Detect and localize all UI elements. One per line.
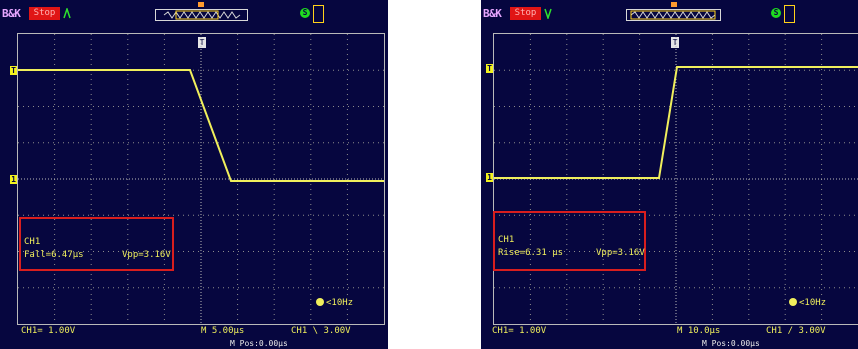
usb-icon bbox=[784, 5, 795, 23]
network-status-icon: S bbox=[300, 8, 310, 18]
status-bar: B&K Stop S bbox=[481, 0, 858, 28]
trigger-position-icon bbox=[198, 2, 204, 7]
trigger-level-marker[interactable]: T bbox=[10, 66, 17, 75]
trigger-setting: CH1 / 3.00V bbox=[766, 326, 826, 336]
oscilloscope-screen-left: B&K Stop S T T 1 CH1 Fall=6.47μs Vpp=3.1… bbox=[0, 0, 388, 349]
measurement-fall-time: Fall=6.47μs bbox=[24, 250, 84, 260]
ch1-trace bbox=[494, 66, 858, 179]
trigger-icon bbox=[544, 8, 552, 19]
frequency-value: <10Hz bbox=[326, 298, 354, 308]
ch1-ground-marker[interactable]: 1 bbox=[10, 175, 17, 184]
frequency-counter: <10Hz bbox=[789, 297, 827, 309]
horizontal-position: M Pos:0.00μs bbox=[702, 339, 760, 348]
waveform-plot bbox=[494, 34, 858, 324]
horizontal-position: M Pos:0.00μs bbox=[230, 339, 288, 348]
trigger-icon bbox=[63, 8, 71, 19]
oscilloscope-screen-right: B&K Stop S T T 1 CH1 Rise=6.31 μs Vpp=3.… bbox=[481, 0, 858, 349]
trigger-time-marker[interactable]: T bbox=[671, 37, 679, 48]
timebase: M 5.00μs bbox=[201, 326, 245, 336]
run-state-badge[interactable]: Stop bbox=[510, 7, 541, 20]
memory-map-icon bbox=[626, 9, 721, 21]
ch1-trace bbox=[18, 69, 384, 182]
network-status-icon: S bbox=[771, 8, 781, 18]
measurement-vpp: Vpp=3.16V bbox=[596, 248, 645, 258]
waveform-grid bbox=[493, 33, 858, 325]
ch1-ground-marker[interactable]: 1 bbox=[486, 173, 493, 182]
measurement-rise-time: Rise=6.31 μs bbox=[498, 248, 564, 258]
trigger-level-marker[interactable]: T bbox=[486, 64, 493, 73]
frequency-counter: <10Hz bbox=[316, 297, 354, 309]
brand-logo: B&K bbox=[483, 7, 502, 20]
ch1-scale: CH1= 1.00V bbox=[492, 326, 547, 336]
counter-icon bbox=[789, 298, 797, 306]
trigger-setting: CH1 \ 3.00V bbox=[291, 326, 351, 336]
measurement-panel: CH1 Rise=6.31 μs Vpp=3.16V bbox=[493, 211, 646, 271]
frequency-value: <10Hz bbox=[799, 298, 827, 308]
status-bar: B&K Stop S bbox=[0, 0, 388, 28]
measurement-vpp: Vpp=3.16V bbox=[122, 250, 171, 260]
usb-icon bbox=[313, 5, 324, 23]
counter-icon bbox=[316, 298, 324, 306]
brand-logo: B&K bbox=[2, 7, 21, 20]
measurement-channel: CH1 bbox=[24, 237, 41, 247]
run-state-badge[interactable]: Stop bbox=[29, 7, 60, 20]
waveform-plot bbox=[18, 34, 384, 324]
measurement-channel: CH1 bbox=[498, 235, 515, 245]
timebase: M 10.0μs bbox=[677, 326, 721, 336]
trigger-time-marker[interactable]: T bbox=[198, 37, 206, 48]
memory-map-icon bbox=[155, 9, 248, 21]
trigger-position-icon bbox=[671, 2, 677, 7]
measurement-panel: CH1 Fall=6.47μs Vpp=3.16V bbox=[19, 217, 174, 271]
ch1-scale: CH1= 1.00V bbox=[21, 326, 76, 336]
waveform-grid bbox=[17, 33, 385, 325]
